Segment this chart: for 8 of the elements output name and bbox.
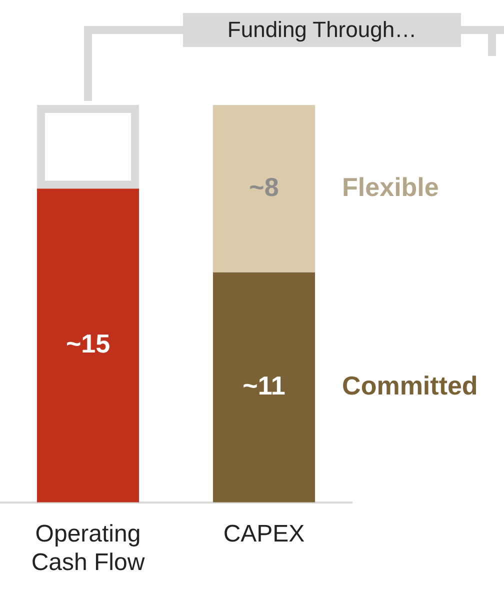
series-label: Committed — [342, 370, 478, 401]
data-label: ~15 — [66, 328, 110, 359]
x-tick-label: Operating Cash Flow — [31, 520, 146, 576]
series-label: Flexible — [342, 172, 439, 202]
text: Funding Through… — [183, 13, 461, 47]
x-tick-label: CAPEX — [223, 520, 305, 548]
data-label: ~8 — [249, 172, 279, 202]
data-label: ~11 — [242, 370, 286, 401]
